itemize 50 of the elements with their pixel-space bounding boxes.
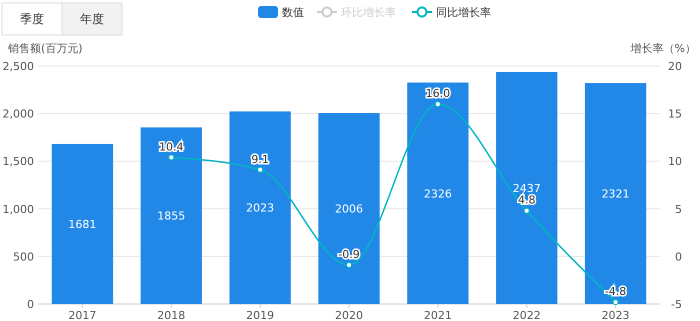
y2-axis-title: 增长率（%） (630, 42, 696, 55)
y2-tick-label: 15 (668, 108, 682, 121)
data-label: 2006 (335, 202, 363, 216)
data-label: 1855 (157, 210, 186, 223)
y-tick-label: 1,500 (2, 155, 34, 168)
data-label: 2023 (246, 202, 274, 215)
y2-tick-label: -5 (671, 298, 682, 311)
data-label: -4.8 (604, 285, 626, 298)
y2-tick-label: 0 (675, 250, 682, 264)
period-tabs: 季度 年度 (2, 2, 122, 36)
data-label: 16.0 (426, 87, 450, 100)
data-label: -0.9 (338, 248, 360, 261)
point (524, 208, 530, 214)
y-tick-label: 2,000 (2, 108, 34, 121)
y-tick-label: 0 (27, 298, 34, 311)
x-tick-label: 2022 (512, 309, 541, 321)
legend-label: 数值 (282, 6, 304, 19)
bar (496, 72, 558, 304)
data-label: 9.1 (251, 152, 269, 166)
bar (140, 127, 202, 304)
x-tick-label: 2023 (602, 309, 630, 321)
bar (229, 111, 291, 304)
y2-tick-label: 5 (675, 202, 682, 216)
data-label: 10.4 (159, 140, 184, 154)
y2-tick-label: 20 (668, 60, 682, 73)
bar (407, 82, 469, 304)
data-label: 2326 (424, 187, 452, 200)
bar (584, 83, 646, 304)
x-tick-label: 2019 (246, 309, 274, 321)
y-tick-label: 500 (13, 250, 34, 264)
point (168, 154, 174, 160)
point (434, 101, 441, 108)
bar (318, 113, 380, 304)
y-tick-label: 1,000 (2, 202, 34, 216)
x-tick-label: 2021 (424, 309, 452, 321)
data-label: 2321 (602, 188, 630, 201)
bar (52, 144, 114, 304)
data-label: 2437 (512, 182, 541, 195)
point (346, 262, 352, 268)
data-label: 1681 (68, 218, 96, 231)
legend-label: 同比增长率 (436, 6, 491, 19)
data-label: 4.8 (518, 194, 536, 207)
x-tick-label: 2018 (157, 309, 186, 321)
y2-tick-label: 10 (668, 155, 682, 168)
y-tick-label: 2,500 (2, 60, 34, 73)
point (257, 166, 264, 173)
point (612, 299, 619, 306)
x-tick-label: 2020 (335, 309, 363, 321)
y-axis-title: 销售额(百万元) (7, 42, 83, 55)
x-tick-label: 2017 (68, 309, 96, 321)
